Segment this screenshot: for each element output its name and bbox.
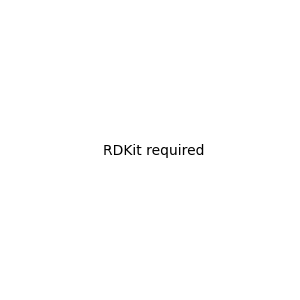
Text: RDKit required: RDKit required (103, 145, 205, 158)
